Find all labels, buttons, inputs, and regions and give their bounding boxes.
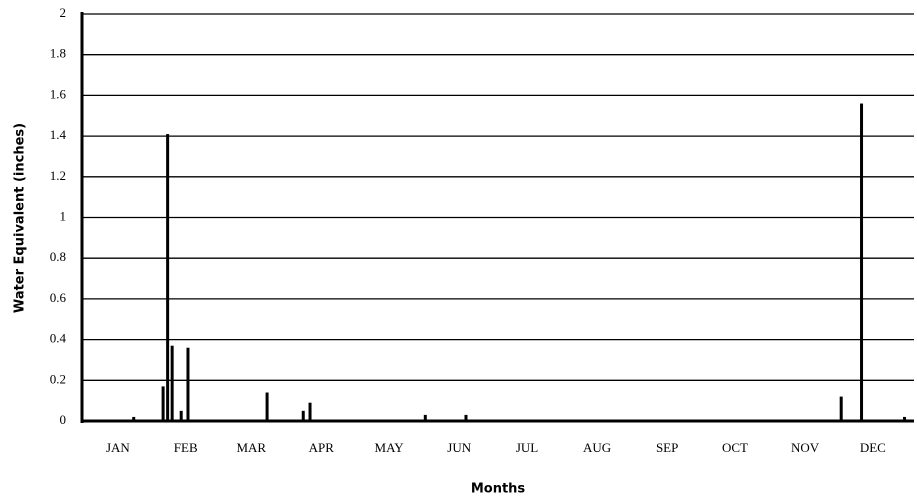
bar xyxy=(161,386,165,421)
y-tick-label: 1.4 xyxy=(50,127,67,142)
bar xyxy=(265,392,269,421)
bar xyxy=(132,416,136,421)
y-tick-label: 0.4 xyxy=(50,331,67,346)
y-tick-label: 0.2 xyxy=(50,371,66,386)
y-tick-label: 0.8 xyxy=(50,249,66,264)
y-axis-title: Water Equivalent (inches) xyxy=(13,123,28,313)
x-tick-label: FEB xyxy=(174,440,198,455)
y-tick-label: 0.6 xyxy=(50,290,67,305)
bar xyxy=(179,410,183,421)
y-tick-label: 1.6 xyxy=(50,86,67,101)
bar xyxy=(902,416,906,421)
bar xyxy=(839,396,843,421)
x-tick-label: DEC xyxy=(860,440,886,455)
bar xyxy=(301,410,305,421)
y-tick-label: 1.2 xyxy=(50,168,66,183)
x-tick-label: JUL xyxy=(516,440,538,455)
x-tick-label: OCT xyxy=(722,440,748,455)
y-tick-label: 2 xyxy=(60,5,67,20)
y-tick-label: 1 xyxy=(60,208,67,223)
x-tick-label: MAY xyxy=(375,440,405,455)
x-tick-label: AUG xyxy=(583,440,611,455)
x-tick-label: JUN xyxy=(447,440,471,455)
x-tick-label: MAR xyxy=(236,440,266,455)
bar xyxy=(166,134,170,421)
bar xyxy=(308,402,312,421)
x-axis-title: Months xyxy=(471,482,526,497)
bar xyxy=(170,345,174,421)
y-tick-label: 1.8 xyxy=(50,46,66,61)
bar xyxy=(186,347,190,421)
bar xyxy=(464,414,468,421)
bar xyxy=(423,414,427,421)
x-tick-label: JAN xyxy=(106,440,130,455)
y-tick-label: 0 xyxy=(60,412,67,427)
x-tick-label: APR xyxy=(309,440,335,455)
x-tick-label: SEP xyxy=(656,440,678,455)
bar xyxy=(860,103,864,421)
x-tick-label: NOV xyxy=(791,440,820,455)
